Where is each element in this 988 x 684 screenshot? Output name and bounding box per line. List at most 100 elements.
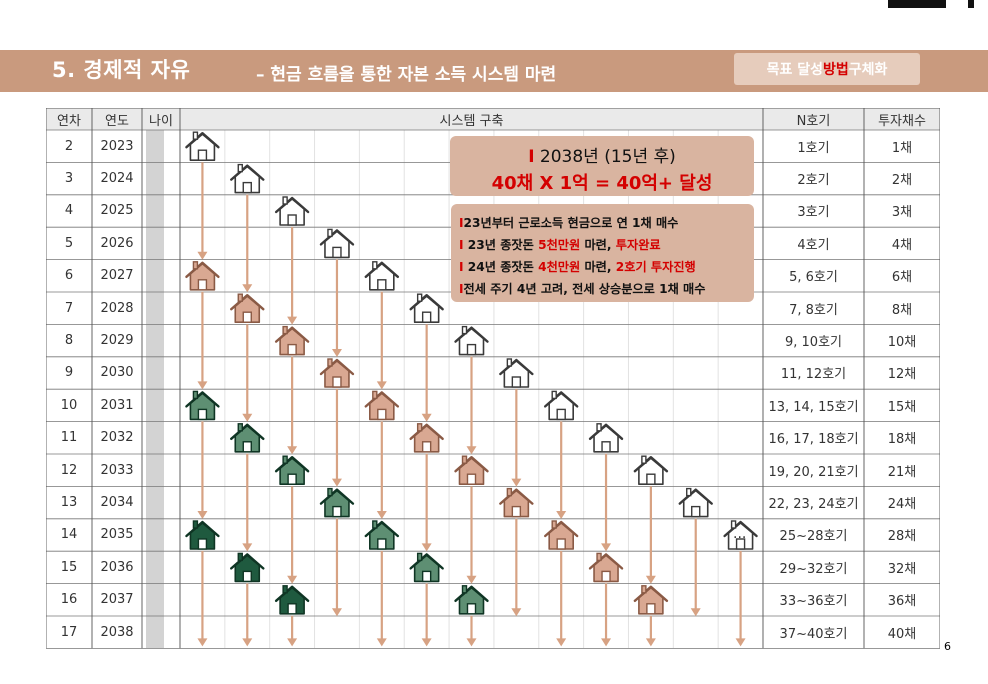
house-icon — [274, 325, 310, 356]
cell-year: 2026 — [100, 235, 134, 251]
cell-count: 24채 — [887, 497, 917, 513]
house-icon — [185, 131, 220, 161]
growth-arrow — [556, 551, 567, 647]
cell-order: 5 — [64, 235, 74, 251]
cell-year: 2033 — [100, 462, 134, 478]
house-icon — [723, 520, 758, 550]
house-icon — [588, 552, 624, 583]
growth-arrow — [287, 486, 298, 584]
house-icon — [499, 358, 534, 388]
note-text: 마련, — [580, 260, 616, 274]
cell-nth: 37~40호기 — [779, 626, 848, 642]
cell-year: 2036 — [100, 559, 134, 575]
cell-order: 9 — [64, 365, 74, 381]
growth-arrow — [197, 421, 208, 519]
cell-count: 32채 — [887, 561, 917, 577]
growth-arrow — [511, 518, 522, 617]
cell-order: 10 — [60, 397, 78, 413]
growth-arrow — [421, 453, 432, 552]
house-icon — [274, 196, 310, 226]
cell-count: 36채 — [887, 594, 917, 610]
house-icon — [499, 487, 534, 518]
growth-arrow — [197, 551, 208, 647]
column-header-system: 시스템 구축 — [439, 113, 504, 129]
cell-order: 13 — [60, 495, 78, 511]
note-highlight: 투자완료 — [615, 238, 661, 252]
house-icon — [364, 390, 400, 421]
growth-arrow — [645, 486, 656, 584]
house-icon — [633, 455, 669, 485]
goal-method-badge: 목표 달성 방법 구체화 — [734, 53, 920, 85]
note-bar-mark: I — [459, 282, 464, 296]
house-icon — [319, 487, 355, 518]
note-item: I 23년 종잣돈 5천만원 마련, 투자완료 — [459, 235, 661, 253]
house-icon — [274, 455, 310, 485]
cell-nth: 22, 23, 24호기 — [768, 497, 859, 513]
growth-arrow — [601, 583, 612, 647]
note-highlight: 5천만원 — [538, 238, 581, 252]
house-icon — [185, 261, 220, 291]
goal-year-line: I 2038년 (15년 후) — [450, 142, 754, 167]
column-header-age: 나이 — [149, 113, 173, 129]
note-text: 전세 주기 4년 고려, 전세 상승분으로 1채 매수 — [463, 282, 706, 296]
house-icon — [454, 325, 489, 356]
top-decoration-bar — [888, 0, 946, 8]
house-icon — [543, 390, 579, 421]
cell-order: 4 — [64, 203, 74, 219]
cell-year: 2027 — [100, 268, 134, 284]
cell-nth: 4호기 — [797, 237, 830, 253]
house-icon — [454, 455, 489, 485]
growth-arrow — [690, 518, 701, 617]
growth-arrow — [556, 421, 567, 519]
cell-nth: 7, 8호기 — [789, 302, 838, 318]
note-text: 23년부터 근로소득 현금으로 연 1채 매수 — [463, 216, 679, 230]
cell-nth: 9, 10호기 — [785, 335, 842, 351]
house-icon — [185, 390, 220, 421]
cell-count: 2채 — [891, 173, 913, 189]
column-header-year: 연도 — [105, 113, 129, 129]
cell-count: 10채 — [887, 335, 917, 351]
house-icon — [185, 520, 220, 550]
cell-nth: 25~28호기 — [779, 529, 848, 545]
note-text: 마련, — [580, 238, 616, 252]
growth-arrow — [466, 486, 477, 584]
cell-order: 17 — [60, 624, 78, 640]
growth-arrow — [331, 389, 342, 487]
cell-count: 28채 — [887, 529, 917, 545]
house-icon — [543, 520, 579, 550]
cell-order: 11 — [60, 430, 78, 446]
cell-year: 2035 — [100, 527, 134, 543]
note-bar-mark: I — [459, 260, 464, 274]
house-icon — [274, 585, 310, 615]
growth-arrow — [242, 453, 253, 552]
cell-order: 6 — [64, 268, 74, 284]
badge-highlight: 방법 — [823, 62, 849, 78]
note-item: I23년부터 근로소득 현금으로 연 1채 매수 — [459, 213, 678, 231]
house-icon — [364, 520, 400, 550]
note-highlight: 2호기 투자진행 — [615, 260, 696, 274]
house-icon — [230, 552, 265, 583]
cell-year: 2024 — [100, 171, 134, 187]
cell-nth: 13, 14, 15호기 — [768, 399, 859, 415]
growth-arrow — [511, 389, 522, 487]
column-header-count: 투자채수 — [878, 113, 926, 129]
growth-arrow — [421, 324, 432, 422]
goal-year-text: 2038년 (15년 후) — [534, 147, 676, 167]
note-bar-mark: I — [459, 216, 464, 230]
growth-arrow — [466, 356, 477, 455]
growth-arrow — [197, 162, 208, 260]
growth-arrow — [601, 453, 612, 552]
cell-year: 2029 — [100, 333, 134, 349]
cell-count: 12채 — [887, 367, 917, 383]
top-decoration-mark — [968, 0, 974, 8]
note-text: 23년 종잣돈 — [463, 238, 539, 252]
page-number: 6 — [944, 640, 951, 653]
cell-year: 2038 — [100, 624, 134, 640]
column-header-order: 연차 — [57, 113, 81, 129]
cell-count: 18채 — [887, 432, 917, 448]
cell-nth: 2호기 — [797, 173, 830, 189]
cell-year: 2025 — [100, 203, 134, 219]
cell-nth: 33~36호기 — [779, 594, 848, 610]
house-icon — [678, 487, 713, 518]
cell-order: 14 — [60, 527, 78, 543]
